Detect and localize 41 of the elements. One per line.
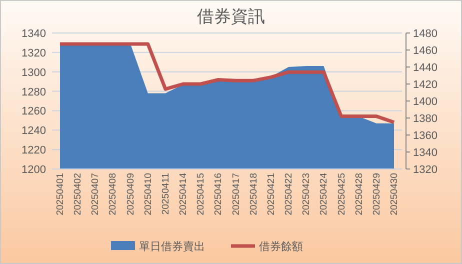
y2-tick-label: 1420 xyxy=(413,79,438,91)
x-tick-label: 20250408 xyxy=(108,173,119,216)
x-tick-label: 20250422 xyxy=(284,173,295,216)
y-tick-label: 1280 xyxy=(22,86,46,98)
x-tick-label: 20250411 xyxy=(160,173,172,215)
y2-tick-label: 1460 xyxy=(413,45,438,57)
x-tick-label: 20250428 xyxy=(354,173,365,216)
y2-tick-label: 1360 xyxy=(413,130,438,142)
x-tick-label: 20250407 xyxy=(90,173,102,216)
x-tick-label: 20250424 xyxy=(318,173,330,216)
y2-tick-label: 1440 xyxy=(413,62,438,74)
x-tick-label: 20250430 xyxy=(389,173,400,216)
line-series xyxy=(58,42,396,124)
y2-tick-label: 1320 xyxy=(413,164,438,176)
x-tick-label: 20250429 xyxy=(371,173,382,216)
y2-tick-label: 1480 xyxy=(413,28,438,40)
y-tick-label: 1220 xyxy=(22,144,46,157)
x-tick-label: 20250402 xyxy=(72,173,84,216)
x-tick-label: 20250415 xyxy=(196,173,207,216)
y-tick-label: 1320 xyxy=(22,47,46,60)
x-tick-label: 20250416 xyxy=(213,173,224,216)
y-tick-label: 1300 xyxy=(22,66,46,79)
x-tick-label: 20250417 xyxy=(230,173,242,216)
y-tick-label: 1260 xyxy=(22,106,46,118)
x-tick-label: 20250421 xyxy=(266,173,277,216)
legend-label: 借券餘額 xyxy=(259,240,303,253)
chart-title: 借券資訊 xyxy=(197,7,265,26)
y-tick-label: 1340 xyxy=(22,28,46,40)
x-tick-label: 20250410 xyxy=(142,173,154,216)
x-tick-label: 20250425 xyxy=(336,173,348,216)
y-tick-label: 1240 xyxy=(22,125,46,138)
y2-tick-label: 1400 xyxy=(413,96,438,108)
y2-tick-label: 1340 xyxy=(413,147,438,159)
x-tick-label: 20250423 xyxy=(301,173,312,216)
x-tick-label: 20250409 xyxy=(125,173,136,216)
y2-tick-label: 1380 xyxy=(413,113,438,125)
x-tick-label: 20250401 xyxy=(55,173,66,216)
x-tick-label: 20250414 xyxy=(178,173,190,216)
legend-label: 單日借券賣出 xyxy=(139,240,205,253)
y-tick-label: 1200 xyxy=(22,164,46,176)
x-tick-label: 20250418 xyxy=(248,173,260,216)
